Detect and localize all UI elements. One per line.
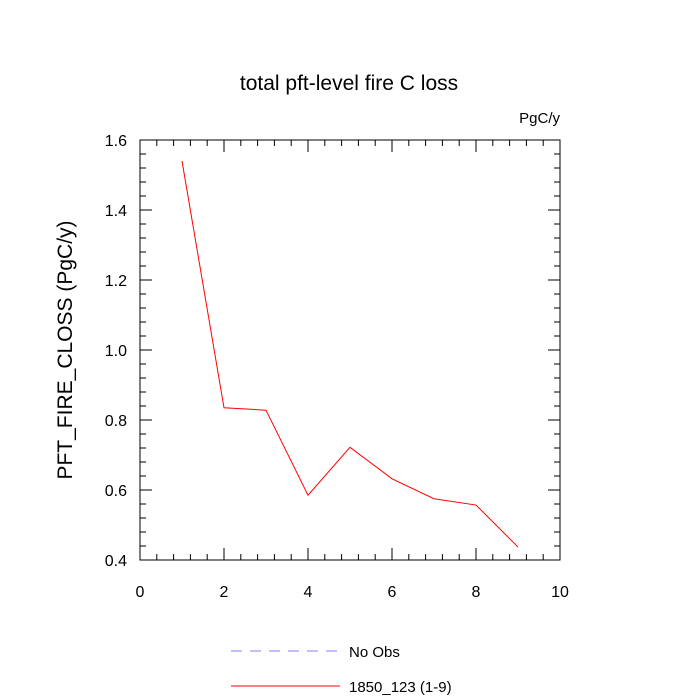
x-tick-label: 8 bbox=[472, 584, 481, 601]
y-axis-label: PFT_FIRE_CLOSS (PgC/y) bbox=[54, 220, 77, 479]
y-tick-label: 1.4 bbox=[105, 203, 127, 220]
series-line-0 bbox=[181, 160, 519, 548]
series-group bbox=[181, 160, 519, 548]
legend-label: 1850_123 (1-9) bbox=[349, 679, 452, 696]
plot-frame bbox=[139, 139, 561, 561]
plot-area bbox=[139, 139, 561, 561]
y-tick-label: 0.6 bbox=[105, 483, 127, 500]
y-tick-label: 1.0 bbox=[105, 343, 127, 360]
x-tick-label: 0 bbox=[136, 584, 145, 601]
y-tick-label: 0.8 bbox=[105, 413, 127, 430]
x-tick-label: 6 bbox=[388, 584, 397, 601]
x-tick-label: 10 bbox=[551, 584, 569, 601]
y-tick-label: 1.2 bbox=[105, 273, 127, 290]
x-tick-label: 2 bbox=[220, 584, 229, 601]
y-tick-label: 0.4 bbox=[105, 553, 127, 570]
chart-title: total pft-level fire C loss bbox=[240, 72, 458, 95]
y-tick-label: 1.6 bbox=[105, 133, 127, 150]
x-tick-label: 4 bbox=[304, 584, 313, 601]
legend: No Obs 1850_123 (1-9) bbox=[231, 644, 452, 696]
axis-tick-labels: 0 2 4 6 8 10 0.4 0.6 0.8 1.0 1.2 1.4 1.6 bbox=[105, 133, 569, 601]
units-label: PgC/y bbox=[519, 110, 560, 127]
legend-label: No Obs bbox=[349, 644, 400, 661]
axis-ticks bbox=[139, 139, 561, 561]
